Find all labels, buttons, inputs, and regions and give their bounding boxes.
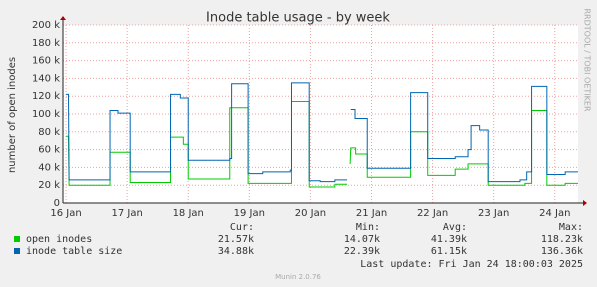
- stat-header: Min:: [356, 222, 380, 233]
- plot-area: [63, 25, 578, 203]
- x-tick-label: 24 Jan: [539, 208, 570, 219]
- x-tick-label: 20 Jan: [295, 208, 326, 219]
- x-tick-label: 18 Jan: [173, 208, 204, 219]
- legend: Cur: Min: Avg: Max: open inodes 21.57k 14.07k 4…: [14, 222, 583, 257]
- x-tick-label: 16 Jan: [50, 208, 81, 219]
- stat-header: Avg:: [443, 222, 467, 233]
- series-line: [66, 82, 578, 183]
- side-label: RRDTOOL / TOBI OETIKER: [583, 8, 592, 111]
- stat-header: Cur:: [230, 222, 254, 233]
- legend-stat: 41.39k: [431, 234, 467, 245]
- legend-label: inode table size: [26, 246, 122, 257]
- y-tick-label: 160 k: [32, 56, 60, 67]
- y-tick-label: 0: [54, 198, 60, 209]
- legend-stat: 14.07k: [344, 234, 380, 245]
- legend-stat: 22.39k: [344, 246, 380, 257]
- y-tick-label: 60 k: [38, 145, 60, 156]
- y-tick-label: 20 k: [38, 180, 60, 191]
- y-axis-label: number of open inodes: [7, 57, 18, 173]
- x-tick-label: 17 Jan: [111, 208, 142, 219]
- y-tick-label: 80 k: [38, 127, 60, 138]
- y-tick-label: 100 k: [32, 109, 60, 120]
- y-tick-label: 200 k: [32, 20, 60, 31]
- legend-swatch: [14, 236, 20, 242]
- y-tick-label: 120 k: [32, 91, 60, 102]
- axis-arrow: [583, 200, 587, 206]
- footer: Munin 2.0.76: [275, 273, 321, 281]
- last-update: Last update: Fri Jan 24 18:00:03 2025: [360, 259, 583, 270]
- legend-stat: 118.23k: [541, 234, 583, 245]
- legend-stat: 136.36k: [541, 246, 583, 257]
- legend-label: open inodes: [26, 234, 92, 245]
- x-tick-label: 23 Jan: [478, 208, 509, 219]
- y-tick-label: 180 k: [32, 38, 60, 49]
- legend-stat: 21.57k: [218, 234, 254, 245]
- legend-stat: 61.15k: [431, 246, 467, 257]
- chart-title: Inode table usage - by week: [206, 11, 390, 26]
- legend-stat: 34.88k: [218, 246, 254, 257]
- y-tick-label: 40 k: [38, 162, 60, 173]
- x-tick-label: 19 Jan: [234, 208, 265, 219]
- stat-header: Max:: [559, 222, 583, 233]
- y-tick-label: 140 k: [32, 73, 60, 84]
- x-tick-label: 21 Jan: [356, 208, 387, 219]
- legend-swatch: [14, 248, 20, 254]
- x-tick-label: 22 Jan: [417, 208, 448, 219]
- axis-arrow: [60, 16, 66, 20]
